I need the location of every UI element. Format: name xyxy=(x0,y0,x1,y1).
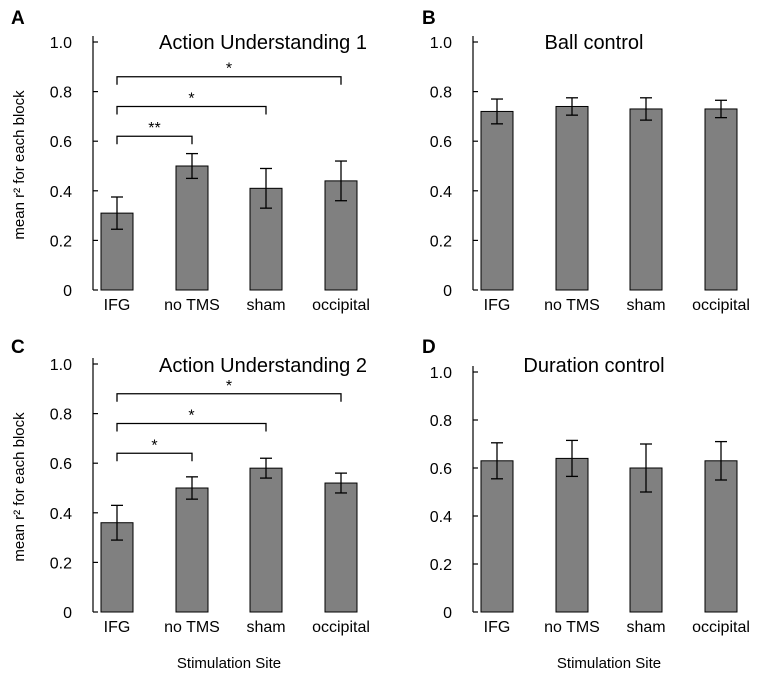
y-tick-label: 0.2 xyxy=(430,233,452,250)
y-tick-label: 0.4 xyxy=(50,506,72,523)
chart-title: Action Understanding 2 xyxy=(159,355,367,377)
significance-bracket xyxy=(116,105,267,115)
y-axis-label: mean r² for each block xyxy=(11,90,28,240)
y-tick-label: 0.8 xyxy=(50,85,72,102)
y-tick-label: 1.0 xyxy=(50,357,72,374)
x-axis-label: Stimulation Site xyxy=(177,655,281,672)
y-tick-label: 1.0 xyxy=(50,35,72,52)
x-category-label: no TMS xyxy=(544,619,600,636)
x-category-label: sham xyxy=(246,619,285,636)
significance-label: * xyxy=(226,61,232,78)
y-tick-label: 0.4 xyxy=(430,184,452,201)
significance-bracket xyxy=(116,135,193,145)
y-tick-label: 0.6 xyxy=(430,461,452,478)
chart-title: Action Understanding 1 xyxy=(159,32,367,54)
significance-label: * xyxy=(226,378,232,395)
y-tick-label: 0 xyxy=(443,283,452,300)
x-category-label: no TMS xyxy=(544,297,600,314)
y-tick-label: 0.2 xyxy=(50,555,72,572)
panel-a: A Action Understanding 1 0 0.2 0.4 0.6 0.8 1.0 m… xyxy=(11,8,370,314)
bar-occipital xyxy=(704,108,738,291)
x-category-label: IFG xyxy=(484,619,511,636)
x-category-label: no TMS xyxy=(164,297,220,314)
y-tick-label: 0.6 xyxy=(50,134,72,151)
significance-bracket xyxy=(116,393,342,402)
x-category-label: IFG xyxy=(484,297,511,314)
y-tick-label: 0.4 xyxy=(430,509,452,526)
x-axis-label: Stimulation Site xyxy=(557,655,661,672)
bar-sham xyxy=(249,467,283,613)
chart-title: Duration control xyxy=(523,355,664,377)
y-tick-label: 0.2 xyxy=(50,233,72,250)
y-tick-label: 0 xyxy=(63,283,72,300)
y-tick-label: 0.8 xyxy=(50,407,72,424)
y-tick-label: 1.0 xyxy=(430,365,452,382)
y-tick-label: 0.6 xyxy=(50,456,72,473)
panel-letter: A xyxy=(11,8,25,29)
significance-bracket xyxy=(116,76,342,85)
bar-ifg xyxy=(480,460,514,613)
bar-sham xyxy=(249,187,283,291)
y-tick-label: 0.8 xyxy=(430,85,452,102)
x-category-label: occipital xyxy=(312,619,370,636)
bar-no-tms xyxy=(555,105,589,291)
bar-occipital xyxy=(324,482,358,613)
chart-title: Ball control xyxy=(545,32,644,54)
significance-label: * xyxy=(151,437,157,454)
x-category-label: occipital xyxy=(692,619,750,636)
significance-label: * xyxy=(188,90,194,107)
significance-label: * xyxy=(188,408,194,425)
y-tick-label: 0 xyxy=(63,605,72,622)
bar-ifg xyxy=(480,110,514,291)
panel-letter: D xyxy=(422,337,436,358)
x-category-label: sham xyxy=(246,297,285,314)
x-category-label: occipital xyxy=(692,297,750,314)
x-category-label: no TMS xyxy=(164,619,220,636)
bar-occipital xyxy=(324,180,358,291)
x-category-label: sham xyxy=(626,297,665,314)
significance-bracket xyxy=(116,452,193,462)
panel-c: C Action Understanding 2 0 0.2 0.4 0.6 0.8 1.0 m… xyxy=(11,337,370,672)
bar-sham xyxy=(629,108,663,291)
panel-b: B Ball control 0 0.2 0.4 0.6 0.8 1.0 IFG no TMS sh… xyxy=(422,8,750,314)
x-category-label: IFG xyxy=(104,297,131,314)
panel-d: D Duration control 0 0.2 0.4 0.6 0.8 1.0 IFG no T… xyxy=(422,337,750,672)
x-category-label: occipital xyxy=(312,297,370,314)
y-axis-label: mean r² for each block xyxy=(11,412,28,562)
y-tick-label: 1.0 xyxy=(430,35,452,52)
bar-no-tms xyxy=(555,457,589,613)
x-category-label: IFG xyxy=(104,619,131,636)
y-tick-label: 0.8 xyxy=(430,413,452,430)
y-tick-label: 0.6 xyxy=(430,134,452,151)
y-tick-label: 0.2 xyxy=(430,557,452,574)
panel-letter: C xyxy=(11,337,25,358)
bar-no-tms xyxy=(175,165,209,291)
bar-occipital xyxy=(704,460,738,613)
panel-letter: B xyxy=(422,8,436,29)
bar-no-tms xyxy=(175,487,209,613)
significance-bracket xyxy=(116,422,267,432)
x-category-label: sham xyxy=(626,619,665,636)
y-tick-label: 0 xyxy=(443,605,452,622)
y-tick-label: 0.4 xyxy=(50,184,72,201)
significance-label: ** xyxy=(148,120,160,137)
